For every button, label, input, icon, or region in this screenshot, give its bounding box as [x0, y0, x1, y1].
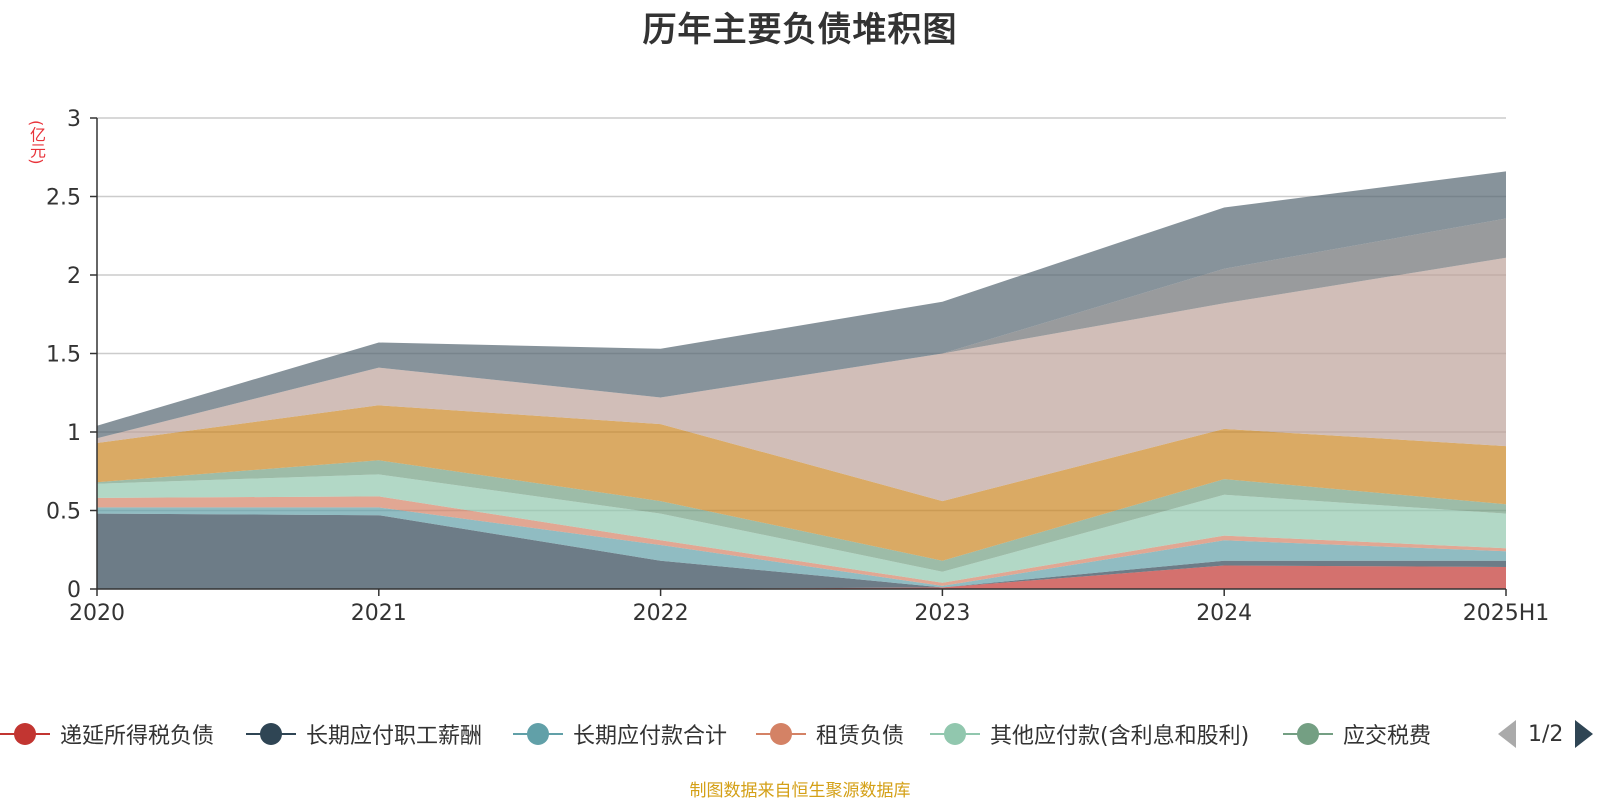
legend-next-page-icon[interactable]: [1575, 720, 1594, 748]
legend-page-indicator: 1/2: [1528, 721, 1564, 747]
legend-pager: 1/2: [1498, 714, 1594, 754]
legend-marker-icon: [930, 714, 980, 754]
area-series-5: [97, 460, 1506, 572]
area-series-2: [97, 507, 1506, 588]
y-tick-label: 1: [67, 421, 81, 446]
legend-label: 租赁负债: [816, 724, 905, 749]
legend-label: 长期应付职工薪酬: [306, 724, 483, 749]
area-series-6: [97, 405, 1506, 561]
legend-marker-icon: [246, 714, 296, 754]
y-tick-label: 3: [67, 107, 81, 132]
y-tick-label: 0.5: [46, 500, 81, 525]
legend-item-long-term-payables[interactable]: 长期应付款合计: [513, 714, 727, 754]
area-series-4: [97, 474, 1506, 583]
y-tick-label: 2.5: [46, 186, 81, 211]
x-tick-label: 2021: [351, 601, 407, 626]
x-tick-label: 2020: [69, 601, 125, 626]
legend-label: 递延所得税负债: [60, 724, 215, 749]
y-axis-unit-label: (亿元): [27, 120, 46, 165]
legend-item-lease-liabilities[interactable]: 租赁负债: [756, 714, 904, 754]
legend-item-long-term-payroll[interactable]: 长期应付职工薪酬: [246, 714, 482, 754]
legend-marker-icon: [513, 714, 563, 754]
area-series-1: [97, 513, 1506, 589]
legend-marker-icon: [0, 714, 50, 754]
chart-legend: 递延所得税负债 长期应付职工薪酬 长期应付款合计 租赁负债: [0, 714, 1600, 754]
legend-marker-icon: [756, 714, 806, 754]
legend-label: 长期应付款合计: [573, 724, 728, 749]
legend-label: 其他应付款(含利息和股利): [990, 724, 1250, 749]
legend-item-deferred-tax[interactable]: 递延所得税负债: [0, 714, 214, 754]
area-series: [97, 171, 1506, 589]
data-source-note: 制图数据来自恒生聚源数据库: [689, 781, 911, 800]
area-series-3: [97, 496, 1506, 586]
legend-item-other-payables[interactable]: 其他应付款(含利息和股利): [930, 714, 1249, 754]
axes: 0 0.5 1 1.5 2 2.5 3 2020 2021 2022 2023 2024 2025H1: [46, 107, 1549, 626]
y-tick-label: 2: [67, 264, 81, 289]
area-series-0: [97, 565, 1506, 589]
chart-title: 历年主要负债堆积图: [642, 10, 958, 50]
legend-label: 应交税费: [1343, 724, 1432, 749]
x-tick-label: 2025H1: [1463, 601, 1550, 626]
x-tick-label: 2022: [633, 601, 689, 626]
y-tick-label: 0: [67, 578, 81, 603]
area-series-7: [97, 257, 1506, 502]
area-series-9: [97, 171, 1506, 439]
legend-prev-page-icon[interactable]: [1498, 720, 1516, 748]
legend-item-taxes-payable[interactable]: 应交税费: [1283, 714, 1431, 754]
x-tick-label: 2024: [1196, 601, 1252, 626]
y-tick-label: 1.5: [46, 343, 81, 368]
x-tick-label: 2023: [914, 601, 970, 626]
legend-marker-icon: [1283, 714, 1333, 754]
